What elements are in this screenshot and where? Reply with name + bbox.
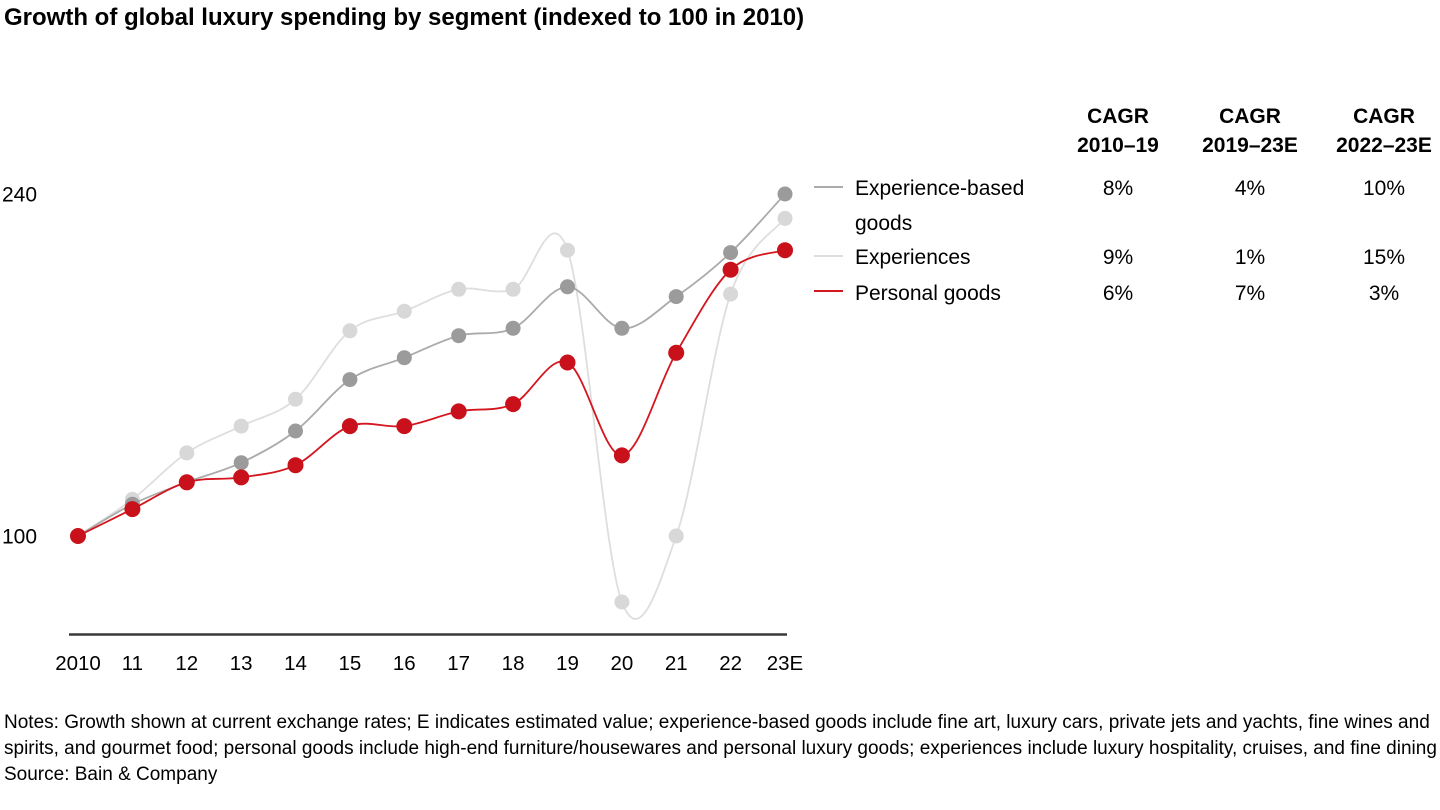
notes-block: Notes: Growth shown at current exchange … [4, 710, 1438, 788]
legend-swatch-experience-based-goods [814, 186, 843, 188]
cagr-header-line2: 2019–23E [1202, 134, 1298, 157]
cagr-header-2010-19: CAGR 2010–19 [1043, 102, 1193, 160]
x-tick-label: 20 [610, 652, 633, 675]
data-point-experience-based-goods [777, 186, 793, 202]
cagr-value: 7% [1234, 282, 1266, 305]
legend-label-personal-goods: Personal goods [855, 282, 1001, 305]
x-tick-label: 17 [447, 652, 470, 675]
data-point-personal-goods [70, 528, 86, 544]
cagr-value: 3% [1368, 282, 1400, 305]
cagr-value: 10% [1362, 177, 1406, 200]
data-point-experiences [668, 528, 684, 544]
x-tick-label: 18 [502, 652, 525, 675]
data-point-personal-goods [722, 261, 739, 278]
data-point-personal-goods [668, 344, 685, 361]
x-tick-label: 2010 [55, 652, 101, 675]
cagr-value: 8% [1102, 177, 1134, 200]
data-point-experience-based-goods [233, 455, 249, 471]
cagr-value: 6% [1102, 282, 1134, 305]
y-tick-label: 240 [2, 183, 37, 206]
legend-label-experience-based-goods: Experience-based goods [855, 177, 1025, 235]
data-point-experience-based-goods [288, 423, 303, 439]
data-point-experiences [233, 418, 249, 434]
data-point-experiences [723, 286, 739, 302]
data-point-experience-based-goods [396, 350, 412, 366]
data-point-experiences [560, 242, 575, 258]
data-point-experiences [777, 210, 793, 226]
cagr-header-line1: CAGR [1219, 105, 1281, 128]
data-point-personal-goods [559, 354, 576, 371]
cagr-header-line1: CAGR [1087, 105, 1149, 128]
cagr-header-line2: 2010–19 [1077, 134, 1159, 157]
cagr-value: 1% [1234, 246, 1266, 269]
x-tick-label: 15 [339, 652, 362, 675]
x-tick-label: 14 [284, 652, 307, 675]
data-point-experience-based-goods [668, 289, 684, 305]
data-point-experience-based-goods [560, 279, 575, 295]
page-title: Growth of global luxury spending by segm… [4, 4, 805, 31]
x-tick-label: 22 [719, 652, 742, 675]
legend-swatch-experiences [814, 255, 843, 257]
cagr-value: 4% [1234, 177, 1266, 200]
data-point-experiences [451, 281, 467, 297]
data-point-experience-based-goods [505, 320, 521, 336]
data-point-experiences [342, 323, 358, 339]
legend-swatch-personal-goods [814, 290, 843, 292]
data-point-personal-goods [613, 447, 630, 464]
cagr-value: 15% [1362, 246, 1406, 269]
legend-label-experiences: Experiences [855, 246, 971, 269]
y-tick-label: 100 [2, 526, 37, 549]
data-point-personal-goods [124, 501, 141, 518]
source-text: Source: Bain & Company [4, 764, 218, 785]
notes-text: Notes: Growth shown at current exchange … [4, 712, 1437, 759]
cagr-header-line2: 2022–23E [1336, 134, 1432, 157]
x-tick-label: 11 [122, 652, 143, 675]
x-tick-label: 12 [175, 652, 198, 675]
x-tick-label: 21 [665, 652, 688, 675]
cagr-header-line1: CAGR [1353, 105, 1415, 128]
x-tick-label: 19 [556, 652, 579, 675]
data-point-personal-goods [178, 474, 195, 491]
cagr-header-2019-23e: CAGR 2019–23E [1175, 102, 1325, 160]
x-tick-label: 16 [393, 652, 416, 675]
x-tick-label: 23E [767, 652, 803, 675]
cagr-header-2022-23e: CAGR 2022–23E [1309, 102, 1440, 160]
data-point-experiences [396, 303, 412, 319]
data-point-personal-goods [233, 469, 250, 486]
data-point-personal-goods [450, 403, 467, 420]
data-point-experience-based-goods [723, 245, 739, 261]
data-point-personal-goods [341, 418, 358, 435]
x-tick-label: 13 [230, 652, 253, 675]
data-point-experiences [179, 445, 195, 461]
data-point-personal-goods [777, 242, 793, 259]
line-chart: 240 100 2010 11 12 13 14 15 16 17 18 19 20 21 22 23E [2, 183, 803, 675]
data-point-personal-goods [505, 396, 522, 413]
data-point-experience-based-goods [342, 372, 358, 388]
data-point-personal-goods [396, 418, 413, 435]
data-point-experiences [505, 281, 521, 297]
data-point-experience-based-goods [451, 328, 467, 344]
data-point-experience-based-goods [614, 320, 630, 336]
cagr-value: 9% [1102, 246, 1134, 269]
data-point-personal-goods [287, 457, 304, 474]
data-point-experiences [614, 594, 630, 610]
data-point-experiences [288, 391, 303, 407]
